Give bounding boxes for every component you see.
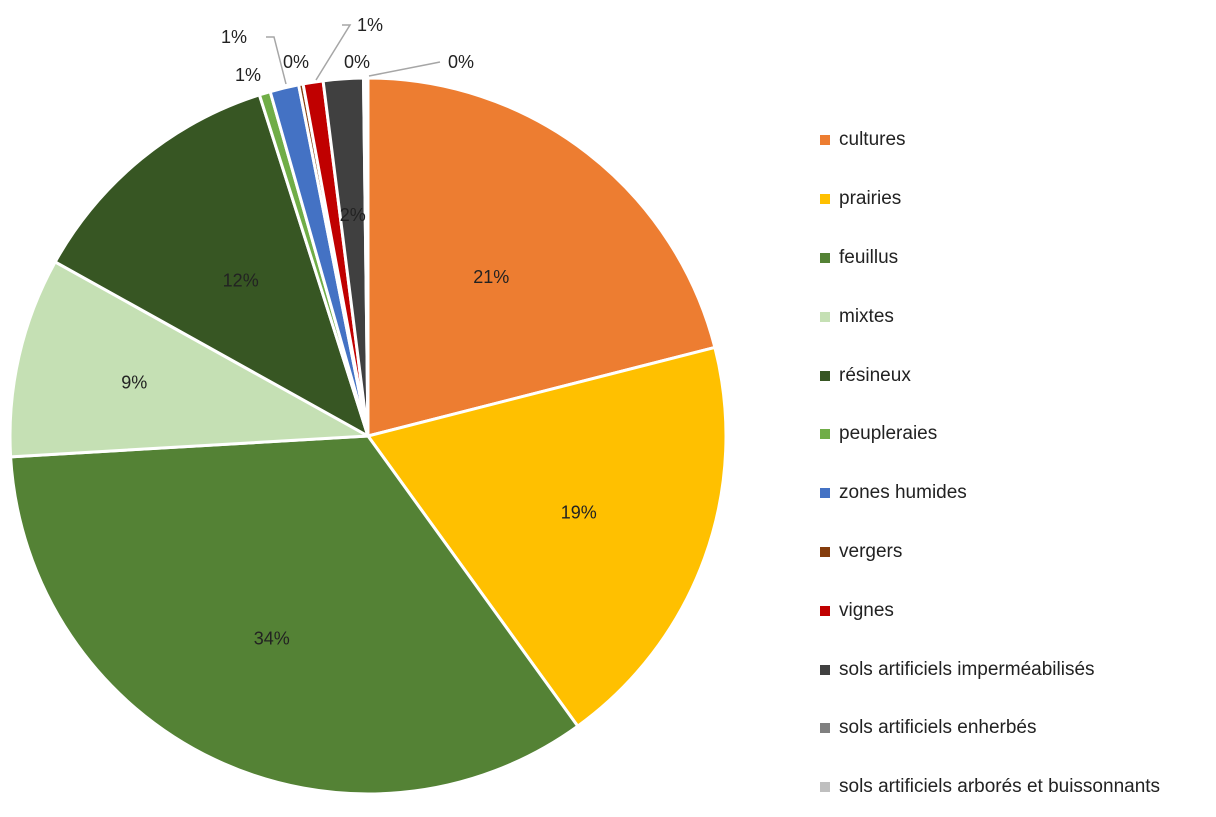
slice-data-label-3: 9% bbox=[121, 373, 147, 393]
legend-item-6: zones humides bbox=[820, 464, 1216, 523]
pie-slice-4 bbox=[53, 93, 370, 438]
legend-item-10: sols artificiels enherbés bbox=[820, 699, 1216, 758]
leader-line-11 bbox=[368, 61, 441, 77]
slice-data-label-9: 2% bbox=[340, 205, 366, 225]
slice-data-label-11: 0% bbox=[448, 52, 474, 72]
legend-item-4: résineux bbox=[820, 346, 1216, 405]
legend-item-11: sols artificiels arborés et buissonnants bbox=[820, 758, 1216, 817]
legend-swatch bbox=[820, 488, 830, 499]
legend-item-5: peupleraies bbox=[820, 405, 1216, 464]
legend-swatch bbox=[820, 311, 830, 322]
legend-swatch bbox=[820, 429, 830, 440]
slice-data-label-10: 0% bbox=[344, 52, 370, 72]
legend-swatch bbox=[820, 135, 830, 146]
legend-label: mixtes bbox=[839, 305, 894, 327]
legend-label: sols artificiels imperméabilisés bbox=[839, 658, 1095, 680]
legend-item-2: feuillus bbox=[820, 229, 1216, 288]
slice-data-label-2: 34% bbox=[254, 629, 290, 649]
pie-slice-1 bbox=[366, 345, 728, 728]
slice-data-label-7: 0% bbox=[283, 52, 309, 72]
legend-item-0: cultures bbox=[820, 111, 1216, 170]
legend-swatch bbox=[820, 252, 830, 263]
legend-label: sols artificiels enherbés bbox=[839, 717, 1037, 739]
slice-data-label-0: 21% bbox=[473, 267, 509, 287]
slice-data-label-4: 12% bbox=[223, 270, 259, 290]
data-labels: 21% 19% 34% 9% 12% 1% 1% 0% 1% 2% 0% 0% bbox=[121, 15, 597, 649]
legend-swatch bbox=[820, 546, 830, 557]
leader-lines bbox=[266, 24, 441, 85]
leader-line-6 bbox=[266, 36, 287, 85]
legend-item-8: vignes bbox=[820, 581, 1216, 640]
legend-label: zones humides bbox=[839, 482, 967, 504]
legend-swatch bbox=[820, 723, 830, 734]
pie-slice-0 bbox=[366, 76, 717, 438]
pie-slice-3 bbox=[8, 260, 370, 459]
slice-data-label-5: 1% bbox=[235, 65, 261, 85]
pie-slice-2 bbox=[9, 434, 580, 795]
pie-slices bbox=[8, 76, 728, 795]
legend-label: peupleraies bbox=[839, 423, 938, 445]
legend-label: sols artificiels arborés et buissonnants bbox=[839, 776, 1161, 798]
slice-data-label-1: 19% bbox=[561, 502, 597, 522]
legend-item-9: sols artificiels imperméabilisés bbox=[820, 640, 1216, 699]
legend: cultures prairies feuillus mixtes résineux pe… bbox=[820, 111, 1216, 817]
legend-swatch bbox=[820, 370, 830, 381]
legend-label: prairies bbox=[839, 188, 902, 210]
pie-chart: 21% 19% 34% 9% 12% 1% 1% 0% 1% 2% 0% 0% bbox=[8, 15, 728, 795]
legend-swatch bbox=[820, 194, 830, 205]
legend-swatch bbox=[820, 605, 830, 616]
pie-slice-11 bbox=[364, 76, 370, 438]
legend-swatch bbox=[820, 664, 830, 675]
slice-data-label-8: 1% bbox=[357, 15, 383, 35]
leader-line-8 bbox=[315, 24, 352, 81]
legend-swatch bbox=[820, 782, 830, 793]
legend-label: vignes bbox=[839, 599, 894, 621]
slice-data-label-6: 1% bbox=[221, 27, 247, 47]
legend-item-1: prairies bbox=[820, 170, 1216, 229]
legend-item-3: mixtes bbox=[820, 287, 1216, 346]
legend-item-7: vergers bbox=[820, 523, 1216, 582]
legend-label: feuillus bbox=[839, 246, 899, 268]
legend-label: cultures bbox=[839, 129, 906, 151]
legend-label: vergers bbox=[839, 540, 903, 562]
legend-label: résineux bbox=[839, 364, 911, 386]
